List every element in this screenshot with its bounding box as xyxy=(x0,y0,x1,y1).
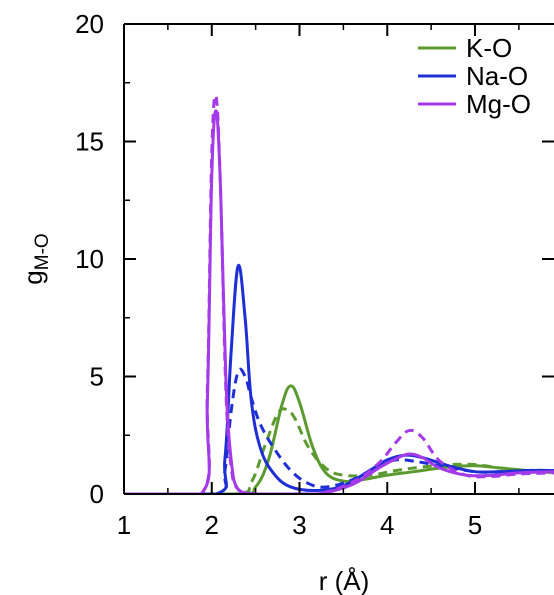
x-axis-title: r (Å) xyxy=(319,566,370,595)
legend-label-mg-o: Mg-O xyxy=(466,89,531,119)
legend-label-k-o: K-O xyxy=(466,33,512,63)
labels-layer: 0 5 10 15 20 1 2 3 4 5 r (Å) gM-O xyxy=(18,9,482,595)
series-line-na-o-dashed xyxy=(124,367,554,494)
legend-label-na-o: Na-O xyxy=(466,61,528,91)
x-tick-label: 1 xyxy=(117,510,131,540)
x-tick-label: 4 xyxy=(380,510,394,540)
x-tick-label: 2 xyxy=(205,510,219,540)
y-tick-label: 20 xyxy=(75,9,104,39)
series-line-mg-o-dashed xyxy=(124,93,554,494)
y-tick-label: 5 xyxy=(90,362,104,392)
y-axis-title-main: g xyxy=(18,270,48,284)
x-tick-label: 3 xyxy=(292,510,306,540)
y-axis-title-subscript: M-O xyxy=(32,233,53,270)
y-tick-label: 15 xyxy=(75,127,104,157)
series-line-k-o-dashed xyxy=(124,407,554,494)
axes-layer xyxy=(123,23,554,495)
y-axis-title: gM-O xyxy=(18,233,53,284)
series-line-na-o-solid xyxy=(124,263,554,494)
series-layer xyxy=(124,93,554,494)
x-tick-label: 5 xyxy=(468,510,482,540)
y-tick-label: 10 xyxy=(75,244,104,274)
series-line-mg-o-solid xyxy=(124,109,554,494)
legend: K-ONa-OMg-O xyxy=(418,33,531,119)
series-line-k-o-solid xyxy=(124,384,554,494)
y-tick-label: 0 xyxy=(90,479,104,509)
